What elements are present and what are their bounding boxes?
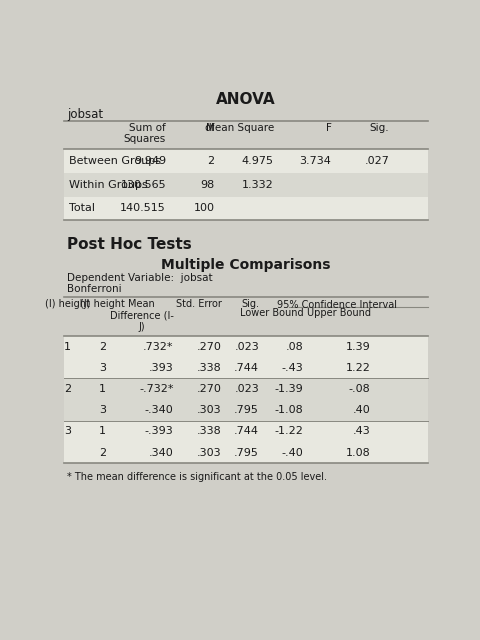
FancyBboxPatch shape <box>64 378 428 399</box>
Text: 3: 3 <box>99 363 106 372</box>
Text: ANOVA: ANOVA <box>216 92 276 107</box>
Text: -.732*: -.732* <box>139 384 173 394</box>
Text: 2: 2 <box>64 384 71 394</box>
Text: 140.515: 140.515 <box>120 204 166 213</box>
Text: .338: .338 <box>197 363 222 372</box>
FancyBboxPatch shape <box>64 442 428 463</box>
Text: df: df <box>204 123 215 132</box>
Text: -1.39: -1.39 <box>275 384 304 394</box>
Text: Dependent Variable:  jobsat: Dependent Variable: jobsat <box>67 273 213 283</box>
Text: Sum of
Squares: Sum of Squares <box>124 123 166 144</box>
Text: .303: .303 <box>197 447 222 458</box>
Text: 3: 3 <box>64 426 71 436</box>
Text: .270: .270 <box>197 342 222 351</box>
Text: -.393: -.393 <box>144 426 173 436</box>
Text: 95% Confidence Interval: 95% Confidence Interval <box>277 300 397 310</box>
Text: F: F <box>326 123 332 132</box>
Text: -1.22: -1.22 <box>275 426 304 436</box>
Text: (I) height: (I) height <box>45 299 90 309</box>
Text: (J) height: (J) height <box>80 299 125 309</box>
Text: Within Groups: Within Groups <box>69 180 148 189</box>
Text: 1.39: 1.39 <box>346 342 371 351</box>
Text: .795: .795 <box>234 447 259 458</box>
Text: .340: .340 <box>149 447 173 458</box>
Text: .023: .023 <box>234 384 259 394</box>
FancyBboxPatch shape <box>64 149 428 173</box>
Text: -1.08: -1.08 <box>275 405 304 415</box>
Text: 100: 100 <box>193 204 215 213</box>
Text: Sig.: Sig. <box>370 123 389 132</box>
Text: .795: .795 <box>234 405 259 415</box>
Text: 2: 2 <box>99 447 107 458</box>
FancyBboxPatch shape <box>64 420 428 442</box>
Text: 2: 2 <box>99 342 107 351</box>
Text: 1: 1 <box>99 426 106 436</box>
FancyBboxPatch shape <box>64 357 428 378</box>
Text: * The mean difference is significant at the 0.05 level.: * The mean difference is significant at … <box>67 472 327 482</box>
Text: Lower Bound: Lower Bound <box>240 308 304 319</box>
Text: .08: .08 <box>286 342 304 351</box>
Text: -.08: -.08 <box>349 384 371 394</box>
Text: 3: 3 <box>99 405 106 415</box>
FancyBboxPatch shape <box>64 399 428 420</box>
Text: .744: .744 <box>234 426 259 436</box>
Text: 130.565: 130.565 <box>120 180 166 189</box>
Text: 3.734: 3.734 <box>300 156 332 166</box>
Text: .732*: .732* <box>143 342 173 351</box>
Text: .023: .023 <box>234 342 259 351</box>
Text: 1: 1 <box>99 384 106 394</box>
Text: Mean Square: Mean Square <box>205 123 274 132</box>
Text: 1.22: 1.22 <box>346 363 371 372</box>
Text: .40: .40 <box>353 405 371 415</box>
Text: Mean
Difference (I-
J): Mean Difference (I- J) <box>109 299 173 332</box>
Text: Post Hoc Tests: Post Hoc Tests <box>67 237 192 252</box>
Text: -.43: -.43 <box>282 363 304 372</box>
Text: .744: .744 <box>234 363 259 372</box>
Text: Upper Bound: Upper Bound <box>307 308 371 319</box>
Text: 2: 2 <box>207 156 215 166</box>
Text: 4.975: 4.975 <box>242 156 274 166</box>
Text: 9.949: 9.949 <box>134 156 166 166</box>
Text: .027: .027 <box>364 156 389 166</box>
Text: 1.08: 1.08 <box>346 447 371 458</box>
FancyBboxPatch shape <box>64 336 428 357</box>
Text: .270: .270 <box>197 384 222 394</box>
Text: Between Groups: Between Groups <box>69 156 161 166</box>
Text: .303: .303 <box>197 405 222 415</box>
Text: .393: .393 <box>149 363 173 372</box>
Text: .338: .338 <box>197 426 222 436</box>
Text: Multiple Comparisons: Multiple Comparisons <box>161 258 331 272</box>
Text: Total: Total <box>69 204 96 213</box>
Text: -.40: -.40 <box>282 447 304 458</box>
Text: Bonferroni: Bonferroni <box>67 284 122 294</box>
Text: jobsat: jobsat <box>67 108 104 122</box>
FancyBboxPatch shape <box>64 196 428 220</box>
Text: 1.332: 1.332 <box>242 180 274 189</box>
Text: -.340: -.340 <box>144 405 173 415</box>
FancyBboxPatch shape <box>64 173 428 196</box>
Text: Std. Error: Std. Error <box>176 299 222 309</box>
Text: 1: 1 <box>64 342 71 351</box>
Text: Sig.: Sig. <box>241 299 259 309</box>
Text: 98: 98 <box>200 180 215 189</box>
Text: .43: .43 <box>353 426 371 436</box>
